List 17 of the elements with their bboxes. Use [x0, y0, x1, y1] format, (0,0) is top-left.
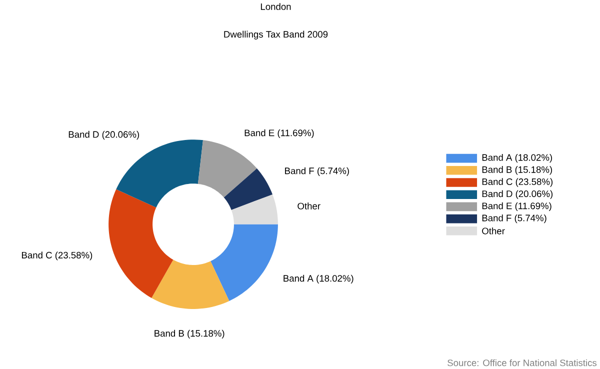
legend-label: Band C (23.58%): [482, 178, 553, 187]
slice-label: Band C (23.58%): [22, 251, 92, 260]
legend-label: Band D (20.06%): [482, 190, 553, 199]
slice-label: Band E (11.69%): [244, 129, 314, 138]
chart-subtitle: Dwellings Tax Band 2009: [224, 30, 328, 40]
slice-label: Other: [298, 202, 320, 210]
legend-label: Band B (15.18%): [482, 166, 552, 175]
legend-label: Band F (5.74%): [482, 214, 546, 224]
legend-label: Other: [482, 227, 505, 234]
slice-label: Band D (20.06%): [68, 130, 139, 140]
slice-label: Band A (18.02%): [284, 274, 354, 284]
slice-label: Band F (5.74%): [285, 167, 349, 176]
legend-label: Band E (11.69%): [482, 202, 552, 211]
slice-label: Band B (15.18%): [154, 330, 224, 338]
legend-label: Band A (18.02%): [482, 154, 552, 163]
source-note: Source: Office for National Statistics: [448, 359, 597, 366]
chart-title: London: [260, 2, 291, 10]
